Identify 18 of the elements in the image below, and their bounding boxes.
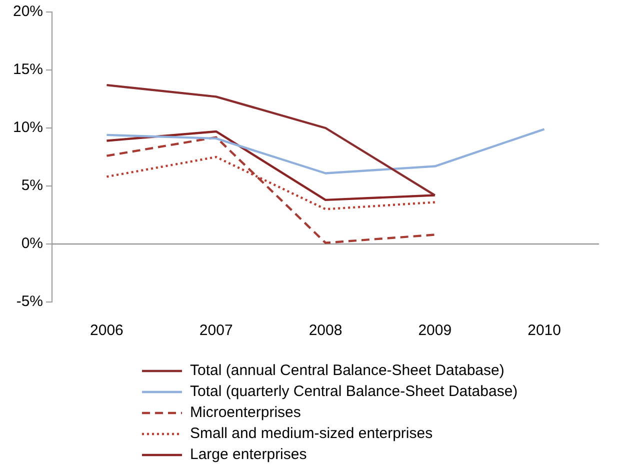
legend-label: Small and medium-sized enterprises (190, 424, 433, 444)
x-tick-label: 2010 (528, 322, 561, 340)
y-tick-label: 20% (12, 3, 44, 20)
y-tick-label: 10% (12, 119, 44, 136)
legend-label: Microenterprises (190, 403, 301, 423)
y-tick-label: -5% (16, 293, 44, 310)
legend-label: Total (quarterly Central Balance-Sheet Database) (190, 382, 518, 402)
x-tick-label: 2006 (90, 322, 124, 340)
x-tick-label: 2007 (199, 322, 233, 340)
line-series (106, 156, 436, 210)
line-series (106, 136, 436, 244)
legend-label: Total (annual Central Balance-Sheet Database) (190, 361, 504, 381)
y-tick-label: 0% (21, 235, 44, 252)
x-tick-label: 2008 (308, 322, 342, 340)
x-tick-label: 2009 (418, 322, 452, 340)
y-tick-label: 15% (12, 61, 44, 78)
y-tick-label: 5% (21, 177, 44, 194)
legend-label: Large enterprises (190, 445, 307, 465)
